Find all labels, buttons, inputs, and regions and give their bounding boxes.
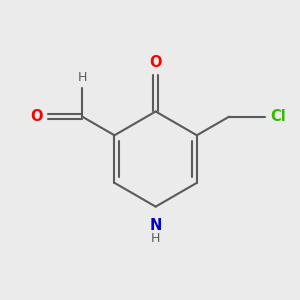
Text: N: N — [149, 218, 162, 233]
Text: H: H — [77, 71, 87, 84]
Text: O: O — [30, 109, 43, 124]
Text: H: H — [151, 232, 160, 244]
Text: O: O — [149, 55, 162, 70]
Text: Cl: Cl — [270, 109, 286, 124]
